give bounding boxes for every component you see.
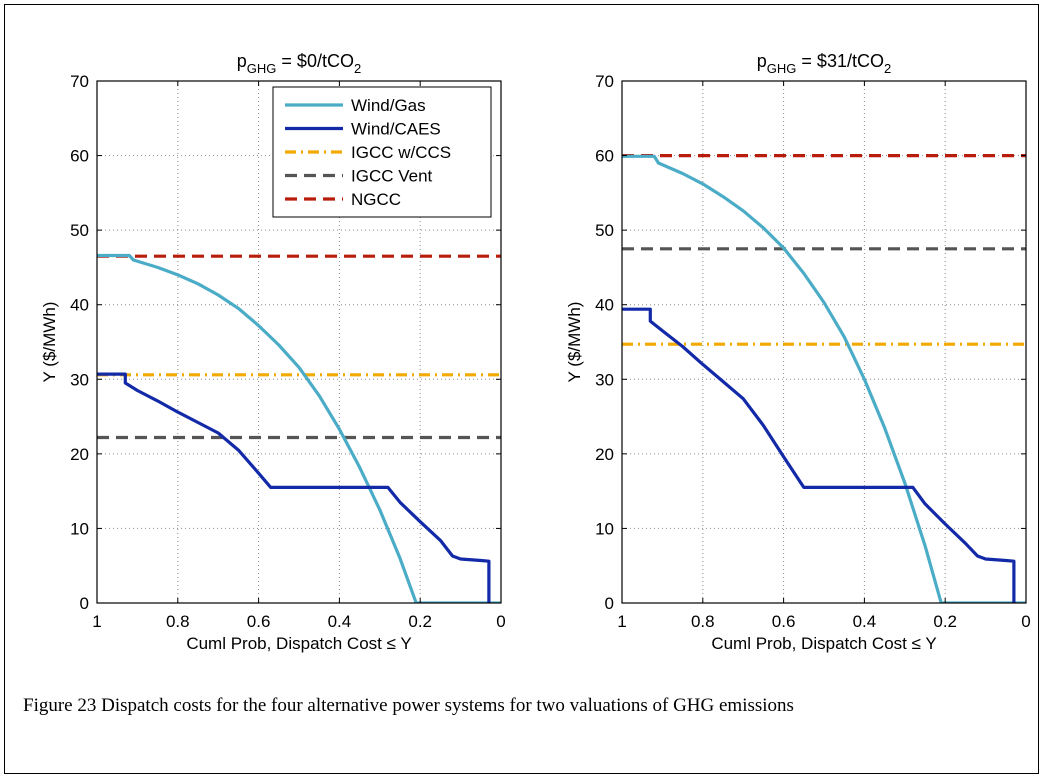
x-tick-label: 0.8: [691, 612, 715, 631]
x-tick-label: 0.4: [853, 612, 877, 631]
legend-label: IGCC Vent: [351, 167, 433, 186]
x-axis-label: Cuml Prob, Dispatch Cost ≤ Y: [186, 634, 411, 653]
legend: Wind/Gas Wind/CAES IGCC w/CCS IGCC Vent NGCC: [272, 86, 492, 218]
x-tick-label: 0.4: [328, 612, 352, 631]
series-line-wind-caes: [622, 307, 1016, 603]
y-tick-label: 40: [595, 296, 614, 315]
legend-label: Wind/Gas: [351, 96, 426, 115]
chart-panel-1: 1 0.8 0.6 0.4 0.2 0 0 10 20 30 40 50 60 70 Cuml Prob, …: [40, 51, 506, 653]
x-tick-label: 1: [617, 612, 626, 631]
y-axis-label: Y ($/MWh): [40, 302, 59, 383]
y-tick-label: 70: [70, 72, 89, 91]
plot-area: [622, 81, 1026, 603]
y-tick-label: 70: [595, 72, 614, 91]
figure-caption: Figure 23 Dispatch costs for the four al…: [23, 695, 794, 716]
series-line-wind-caes: [97, 372, 491, 603]
y-tick-label: 50: [70, 221, 89, 240]
legend-label: Wind/CAES: [351, 120, 441, 139]
axes-box: [96, 80, 502, 604]
chart-panel-2: 1 0.8 0.6 0.4 0.2 0 0 10 20 30 40 50 60 70 Cuml Prob, …: [565, 51, 1031, 653]
x-tick-label: 0.8: [166, 612, 190, 631]
y-tick-label: 10: [70, 519, 89, 538]
chart-title: pGHG = $0/tCO2: [237, 51, 361, 76]
y-tick-label: 60: [70, 147, 89, 166]
y-tick-label: 60: [595, 147, 614, 166]
y-tick-label: 10: [595, 519, 614, 538]
y-tick-label: 0: [80, 594, 89, 613]
x-tick-label: 0: [496, 612, 505, 631]
y-tick-label: 20: [595, 445, 614, 464]
figure-frame: 1 0.8 0.6 0.4 0.2 0 0 10 20 30 40 50 60 70 Cuml Prob, …: [4, 4, 1039, 774]
x-tick-label: 1: [92, 612, 101, 631]
y-axis-label: Y ($/MWh): [565, 302, 584, 383]
y-tick-label: 40: [70, 296, 89, 315]
series-line-wind-gas: [622, 154, 1026, 603]
legend-label: IGCC w/CCS: [351, 143, 451, 162]
x-tick-label: 0.6: [772, 612, 796, 631]
axes-box: [621, 80, 1027, 604]
y-tick-label: 20: [70, 445, 89, 464]
y-tick-label: 0: [605, 594, 614, 613]
series-line-wind-gas: [97, 253, 501, 603]
x-tick-label: 0.2: [933, 612, 957, 631]
x-tick-label: 0.6: [247, 612, 271, 631]
chart-title: pGHG = $31/tCO2: [757, 51, 891, 76]
x-axis-label: Cuml Prob, Dispatch Cost ≤ Y: [711, 634, 936, 653]
y-tick-label: 30: [70, 370, 89, 389]
x-tick-label: 0: [1021, 612, 1030, 631]
y-tick-label: 30: [595, 370, 614, 389]
x-tick-label: 0.2: [408, 612, 432, 631]
y-tick-label: 50: [595, 221, 614, 240]
legend-label: NGCC: [351, 190, 401, 209]
